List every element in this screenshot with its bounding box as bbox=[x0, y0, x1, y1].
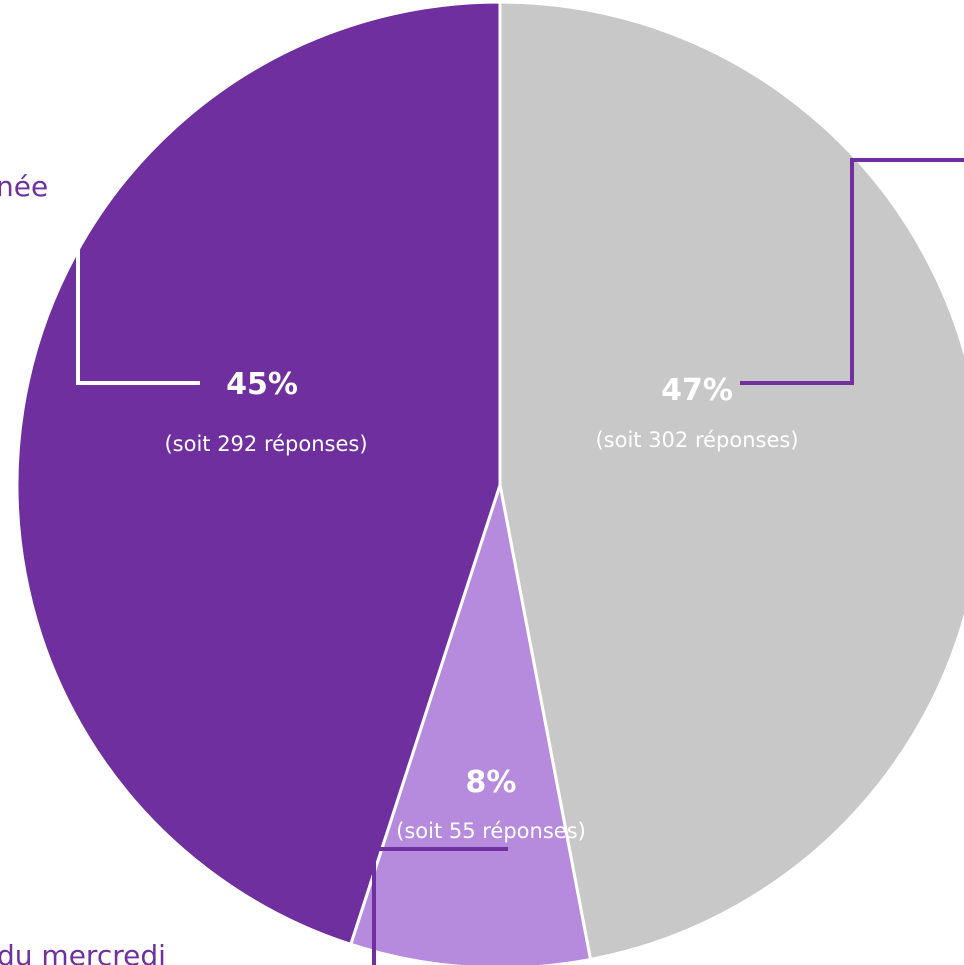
callout-line-3 bbox=[76, 230, 200, 385]
pie-slice-1 bbox=[498, 0, 964, 961]
slice-label-percent-2: 8% bbox=[466, 765, 517, 800]
pie-slices bbox=[15, 0, 964, 965]
slice-label-count-2: (soit 55 réponses) bbox=[396, 819, 586, 843]
callout-line-1 bbox=[740, 158, 964, 385]
category-label-nee: née bbox=[0, 170, 48, 203]
slice-label-percent-3: 45% bbox=[226, 367, 298, 402]
slice-label-percent-1: 47% bbox=[661, 373, 733, 408]
pie-slice-3 bbox=[15, 0, 502, 946]
slice-label-count-3: (soit 292 réponses) bbox=[164, 432, 367, 456]
slice-labels: 47% (soit 302 réponses) 8% (soit 55 répo… bbox=[164, 367, 798, 843]
category-label-mercredi: du mercredi bbox=[0, 939, 166, 965]
callout-lines bbox=[76, 158, 964, 965]
callout-line-2 bbox=[372, 847, 508, 965]
category-labels: née du mercredi bbox=[0, 170, 166, 965]
pie-slice-2 bbox=[349, 483, 593, 965]
slice-label-count-1: (soit 302 réponses) bbox=[595, 428, 798, 452]
